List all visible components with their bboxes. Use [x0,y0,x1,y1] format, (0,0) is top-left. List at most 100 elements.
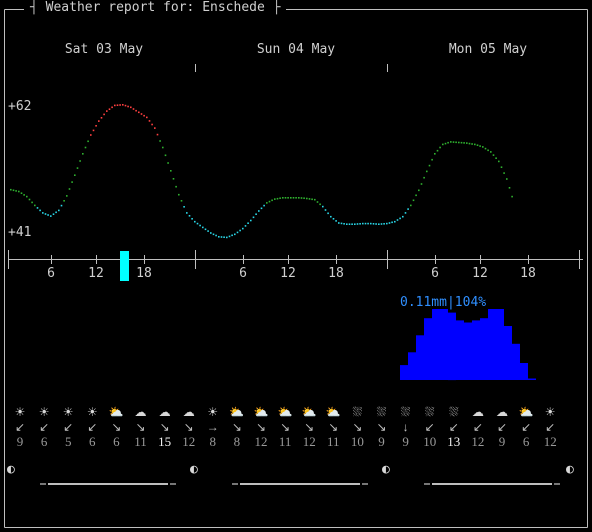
wind-speed: 10 [423,434,437,449]
rain-bar [528,378,536,380]
temperature-point [12,189,15,192]
temperature-point [55,211,57,214]
temperature-point [482,146,484,148]
sun-icon: ☀ [86,405,98,419]
wind-direction-icon: ↙ [521,420,532,434]
temperature-point [74,174,76,176]
rain-summary: 0.11mm|104% [400,295,487,310]
temperature-point [511,195,513,198]
temperature-point [420,183,423,185]
temperature-point [42,212,44,214]
partly-icon: ⛅ [325,405,341,419]
temperature-point [343,223,345,225]
wind-speed: 12 [471,434,485,449]
temperature-point [404,212,407,214]
temperature-point [90,134,92,136]
temperature-point [66,195,68,197]
temperature-point [300,197,303,199]
temperature-point [234,233,236,236]
rain-icon: ⛆ [448,405,459,419]
wind-direction-icon: ↙ [14,420,26,434]
forecast-column: ☀ ↙ 6 [80,404,104,450]
temperature-point [223,236,225,238]
wind-direction-icon: ↘ [255,420,267,434]
rain-bar [456,320,464,380]
wind-speed: 9 [16,434,24,449]
temperature-point [156,133,159,136]
temperature-point [460,141,463,144]
forecast-column: ☀ ↙ 9 [8,404,32,450]
temperature-point [10,188,12,191]
temperature-point [458,141,460,144]
wind-speed: 15 [158,434,172,449]
wind-direction-icon: ↘ [231,420,242,434]
temperature-point [311,198,313,201]
temperature-point [484,147,487,150]
forecast-column: ⛅ ↘ 11 [321,404,345,450]
temperature-point [175,185,177,188]
temperature-point [106,110,108,112]
sun-icon: ☀ [38,405,50,419]
temperature-point [180,200,183,202]
hour-label: 6 [431,266,439,281]
day-label-1: Sat 03 May [64,42,144,57]
partly-icon: ⛅ [518,405,534,419]
day-label-3: Mon 05 May [448,42,528,57]
temperature-point [356,223,359,225]
sun-icon: ☀ [207,405,219,419]
forecast-column: ☀ → 8 [201,404,225,450]
temperature-point [359,223,361,225]
hour-label: 12 [472,266,488,281]
temperature-point [346,223,348,225]
temperature-point [364,222,367,225]
hour-label: 18 [520,266,536,281]
temperature-point [263,204,265,207]
temperature-point [210,232,212,234]
rain-chart [400,309,536,381]
temperature-point [508,187,511,189]
cloud-icon: ☁ [182,405,195,419]
wind-speed: 11 [134,434,147,449]
temperature-point [188,215,191,217]
temperature-point [164,154,167,157]
temperature-point [314,198,316,201]
temperature-point [132,108,135,110]
temperature-point [247,222,249,224]
rain-bar [464,322,472,380]
temperature-point [39,209,41,212]
wind-speed: 11 [278,434,292,449]
temperature-point [116,104,119,106]
temperature-point [122,104,124,106]
temperature-point [436,149,439,152]
temperature-point [287,197,289,199]
temperature-point [348,223,351,225]
temperature-point [135,109,137,112]
temperature-point [162,146,164,149]
temperature-point [114,104,116,107]
temperature-point [252,216,255,219]
temperature-point [111,106,113,109]
temperature-point [31,201,33,204]
wind-direction-icon: ↙ [496,420,508,434]
temperature-point [18,190,20,193]
wind-speed: 12 [302,434,316,449]
wind-direction-icon: ↘ [304,420,315,434]
temperature-point [466,142,468,144]
temperature-point [100,117,103,119]
temperature-point [444,142,447,145]
temperature-point [415,194,417,197]
temperature-point [330,215,332,218]
temperature-point [442,143,444,146]
temperature-point [303,197,305,199]
temperature-point [202,226,204,229]
temperature-point [503,172,505,174]
temp-min-label: +41 [8,225,32,240]
temperature-point [354,223,356,225]
temperature-point [362,222,364,225]
wind-speed: 12 [254,434,268,449]
forecast-column: ☁ ↘ 15 [153,404,177,450]
temperature-point [178,193,180,196]
cloud-icon: ☁ [134,405,147,419]
temperature-point [52,213,55,215]
daylight-bar [424,483,560,485]
